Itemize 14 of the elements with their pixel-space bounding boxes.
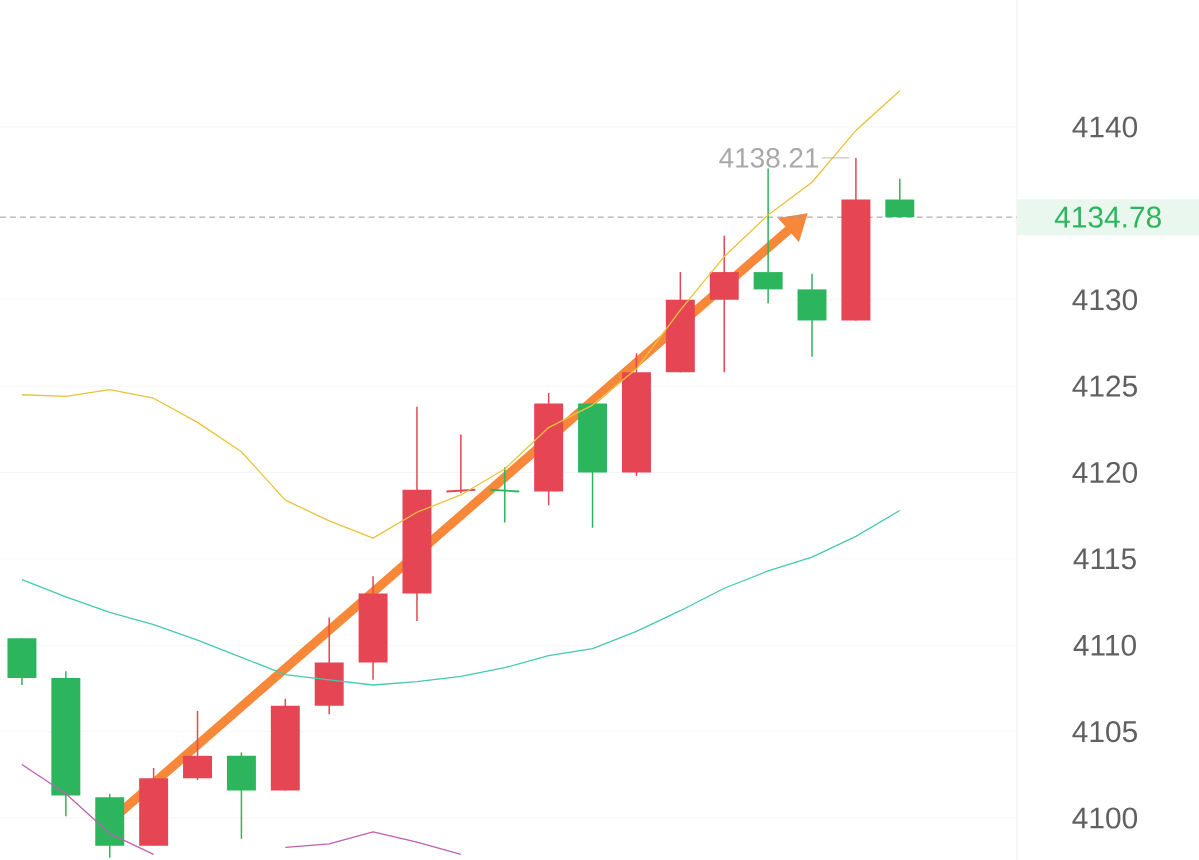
candlestick [489,466,521,524]
y-tick-label: 4100 [1072,807,1138,829]
y-tick-label: 4110 [1073,634,1136,656]
annotation: 4138.21 [719,148,819,168]
y-tick-label: 4140 [1072,116,1138,138]
y-tick-label: 4130 [1072,289,1138,311]
candlestick [445,433,477,494]
line-series [21,509,901,686]
y-tick-label: 4105 [1072,721,1137,743]
y-tick-label: 4115 [1073,548,1136,570]
y-tick-label: 4125 [1072,375,1137,397]
y-tick-label: 4120 [1072,461,1138,484]
ref-line-label: 4134.78 [1054,206,1161,228]
line-series [21,90,901,539]
